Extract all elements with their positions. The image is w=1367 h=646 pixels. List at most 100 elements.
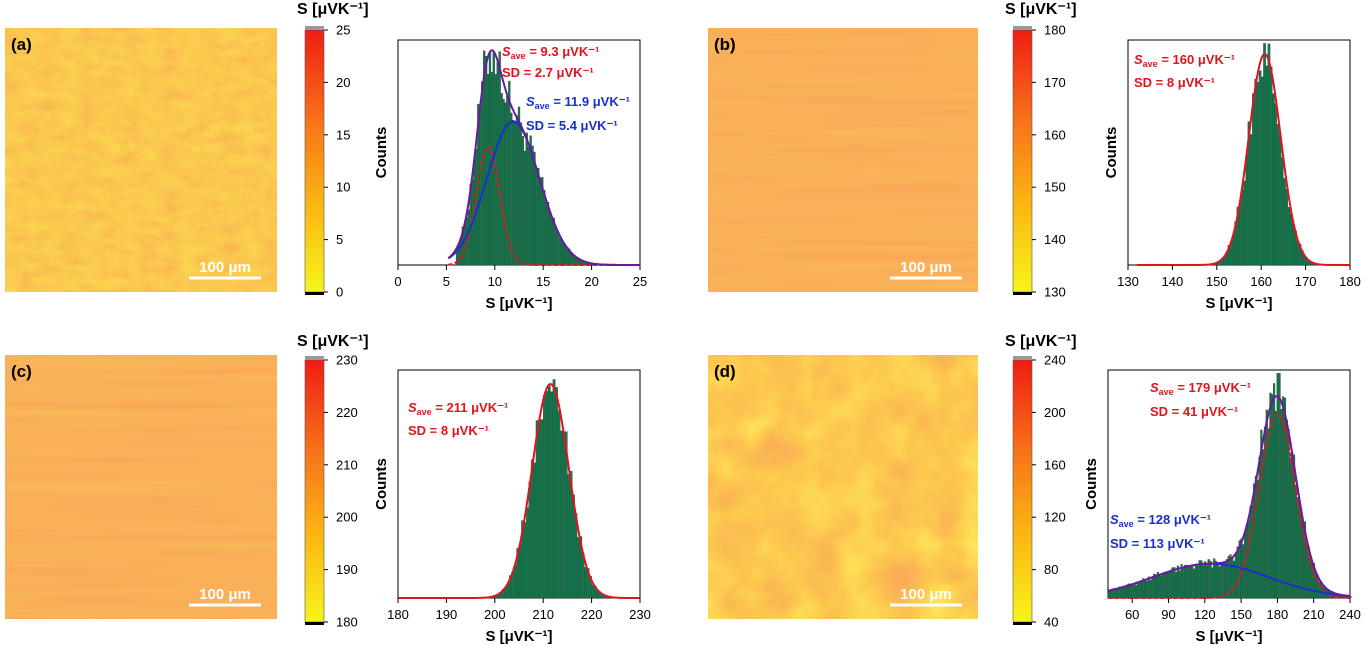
histogram-bar: [513, 565, 517, 599]
histogram-bar: [506, 96, 509, 266]
histogram: 60 90 120 150 180 210 240 S [μVK⁻¹] Counts Save =…: [1083, 369, 1361, 645]
x-tick-label: 120: [1194, 607, 1216, 622]
histogram: 0 5 10 15 20 25 S [μVK⁻¹] Counts Save = 9.3 μVK⁻…: [373, 39, 647, 312]
histogram-bar: [515, 115, 519, 266]
x-axis-label: S [μVK⁻¹]: [1195, 628, 1262, 645]
histogram-bar: [1171, 567, 1174, 599]
panel-label: (b): [714, 35, 736, 54]
histogram-bar: [591, 584, 595, 599]
colorbar-tick-label: 40: [1044, 615, 1058, 630]
colorbar-over-cap: [305, 356, 324, 360]
histogram-bar: [554, 226, 557, 266]
histogram-bar: [1318, 581, 1321, 599]
histogram-bar: [1278, 373, 1281, 599]
x-tick-label: 240: [1339, 607, 1361, 622]
scale-bar-label: 100 μm: [900, 586, 952, 603]
histogram-bar: [1144, 579, 1147, 599]
histogram-bars: [1212, 43, 1320, 266]
fit-annotation: Save = 128 μVK⁻¹: [1110, 512, 1211, 529]
colorbar: [304, 29, 325, 293]
histogram-bar: [1135, 584, 1138, 599]
histogram-bar: [556, 232, 559, 266]
histogram-bar: [1272, 93, 1275, 266]
histogram-bar: [1120, 587, 1123, 599]
colorbar-tick-label: 120: [1044, 510, 1066, 525]
x-tick-label: 160: [1250, 274, 1272, 289]
histogram-bar: [1194, 564, 1198, 599]
histogram-bar: [1289, 457, 1292, 599]
x-tick-label: 220: [581, 607, 603, 622]
histogram-bar: [557, 410, 561, 599]
histogram-bar: [562, 431, 566, 599]
x-axis-label: S [μVK⁻¹]: [485, 628, 552, 645]
histogram-bar: [1245, 524, 1248, 599]
histogram-bar: [1252, 93, 1255, 266]
colorbar-tick-label: 130: [1044, 285, 1066, 300]
histogram-bar: [488, 51, 492, 266]
colorbar-under-cap: [1013, 292, 1032, 295]
x-tick-label: 90: [1161, 607, 1175, 622]
histogram-bar: [1205, 565, 1209, 599]
histogram-bar: [1174, 572, 1178, 599]
histogram-bar: [479, 109, 482, 266]
x-tick-label: 0: [394, 274, 401, 289]
histogram-bar: [1267, 43, 1271, 266]
fit-annotation: SD = 8 μVK⁻¹: [1134, 75, 1215, 90]
histogram-bar: [1131, 583, 1134, 599]
histogram-bar: [500, 93, 503, 266]
histogram-bar: [1256, 81, 1260, 266]
histogram-bar: [526, 507, 529, 599]
colorbar-tick-label: 220: [336, 405, 358, 420]
x-tick-label: 20: [584, 274, 598, 289]
fit-annotation: Save = 179 μVK⁻¹: [1150, 380, 1251, 397]
histogram-bar: [1207, 559, 1210, 599]
histogram-bar: [576, 537, 580, 599]
histogram-bar: [1211, 567, 1214, 599]
y-axis-label: Counts: [1103, 127, 1120, 179]
fit-envelope-curve: [1108, 395, 1351, 597]
x-tick-label: 140: [1162, 274, 1184, 289]
colorbar-tick-label: 230: [336, 353, 358, 368]
colorbar-tick-label: 150: [1044, 180, 1066, 195]
histogram-bar: [1241, 189, 1244, 266]
histogram-bar: [1180, 564, 1183, 599]
fit-curve-red: [1108, 412, 1351, 599]
histogram-bar: [1247, 520, 1250, 599]
histogram-bar: [1191, 566, 1194, 599]
panel-label: (d): [714, 362, 736, 381]
histogram-bar: [525, 132, 528, 266]
histogram-bar: [1242, 544, 1245, 599]
colorbar-tick-label: 20: [336, 75, 350, 90]
colorbar-tick-label: 80: [1044, 562, 1058, 577]
scale-bar-label: 100 μm: [199, 259, 251, 276]
histogram-bar: [544, 201, 548, 266]
seebeck-map: [708, 355, 978, 619]
x-tick-label: 130: [1117, 274, 1139, 289]
histogram-bar: [1302, 522, 1305, 599]
histogram-bar: [1198, 560, 1201, 599]
colorbar: [1012, 359, 1033, 623]
fit-annotation: Save = 160 μVK⁻¹: [1134, 52, 1235, 69]
histogram-bar: [1278, 134, 1282, 266]
histogram-bar: [523, 522, 527, 599]
histogram-bar: [1280, 409, 1283, 599]
histogram-bar: [562, 242, 565, 266]
histogram-bar: [1285, 419, 1288, 599]
histogram-bar: [1138, 582, 1141, 599]
histogram-bar: [548, 211, 552, 266]
x-tick-label: 200: [484, 607, 506, 622]
histogram-bar: [1202, 565, 1205, 599]
histogram-bar: [530, 459, 534, 599]
histogram-bar: [1296, 497, 1299, 599]
histogram-bar: [1231, 557, 1234, 599]
histogram-bar: [1165, 572, 1169, 599]
histogram-bar: [1216, 564, 1219, 599]
x-tick-label: 60: [1125, 607, 1139, 622]
histogram-bar: [1178, 570, 1181, 599]
histogram-bar: [550, 391, 554, 599]
histogram-bar: [533, 151, 536, 266]
histogram-bar: [540, 419, 544, 599]
seebeck-map: [5, 355, 277, 619]
